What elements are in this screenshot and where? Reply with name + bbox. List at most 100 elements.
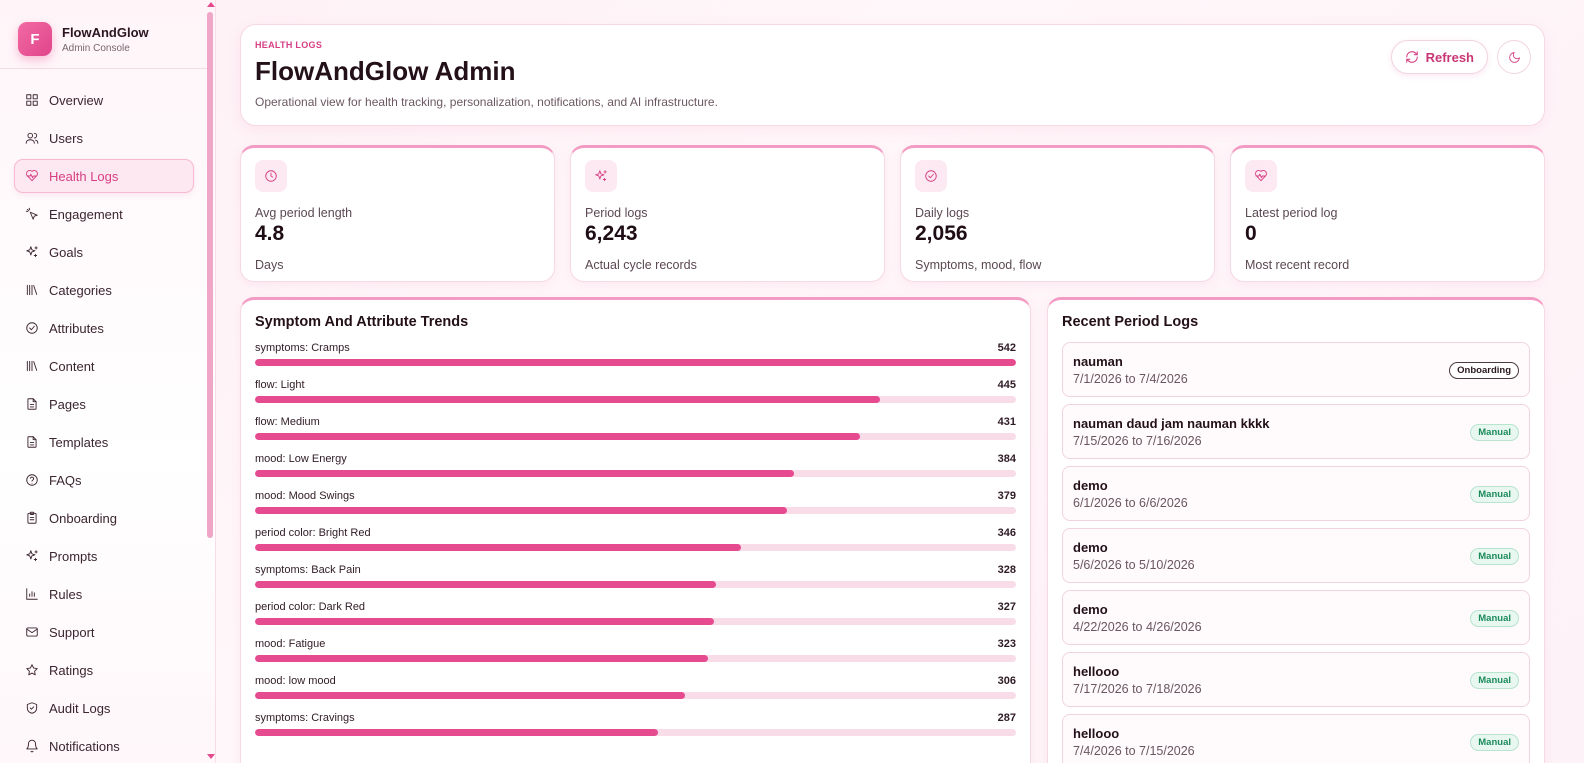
trend-row: period color: Bright Red 346 xyxy=(255,527,1016,564)
trend-label: symptoms: Back Pain xyxy=(255,564,361,576)
stat-label: Latest period log xyxy=(1245,206,1338,220)
log-item[interactable]: nauman 7/1/2026 to 7/4/2026 Onboarding xyxy=(1062,342,1530,397)
trend-count: 431 xyxy=(997,416,1016,428)
shield-icon xyxy=(26,702,38,714)
brand-logo: F xyxy=(18,22,52,56)
sparkles-icon xyxy=(595,170,607,182)
page-title: FlowAndGlow Admin xyxy=(255,56,516,86)
page-eyebrow: HEALTH LOGS xyxy=(255,40,323,50)
sidebar-item-label: Users xyxy=(49,130,83,146)
sidebar-item-templates[interactable]: Templates xyxy=(14,425,194,459)
sidebar-item-ratings[interactable]: Ratings xyxy=(14,653,194,687)
sidebar-item-label: Categories xyxy=(49,282,112,298)
mail-icon xyxy=(26,627,38,637)
sidebar-item-onboarding[interactable]: Onboarding xyxy=(14,501,194,535)
recent-logs-panel: Recent Period Logs nauman 7/1/2026 to 7/4… xyxy=(1047,297,1545,763)
log-date-range: 5/6/2026 to 5/10/2026 xyxy=(1073,558,1195,572)
log-item[interactable]: demo 5/6/2026 to 5/10/2026 Manual xyxy=(1062,528,1530,583)
stat-value: 4.8 xyxy=(255,222,285,245)
trend-count: 445 xyxy=(997,379,1016,391)
page-header: HEALTH LOGS FlowAndGlow Admin Operationa… xyxy=(240,24,1545,126)
trend-label: mood: Low Energy xyxy=(255,453,347,465)
log-date-range: 7/15/2026 to 7/16/2026 xyxy=(1073,434,1202,448)
library-icon xyxy=(26,284,38,296)
trend-row: flow: Light 445 xyxy=(255,379,1016,416)
trend-bar-fill xyxy=(255,433,861,440)
star-icon xyxy=(26,664,38,676)
log-name: demo xyxy=(1073,478,1108,493)
sidebar-item-categories[interactable]: Categories xyxy=(14,273,194,307)
scroll-up-arrow-icon[interactable] xyxy=(207,2,215,7)
log-item[interactable]: demo 4/22/2026 to 4/26/2026 Manual xyxy=(1062,590,1530,645)
trend-bar-fill xyxy=(255,507,788,514)
refresh-label: Refresh xyxy=(1425,49,1474,65)
bar-chart-icon xyxy=(26,588,38,600)
trend-count: 323 xyxy=(997,638,1016,650)
trend-bar-fill xyxy=(255,655,709,662)
refresh-icon xyxy=(1405,51,1418,63)
log-item[interactable]: nauman daud jam nauman kkkk 7/15/2026 to … xyxy=(1062,404,1530,459)
trend-bar-fill xyxy=(255,470,795,477)
check-circle-icon xyxy=(26,322,38,334)
trend-label: period color: Dark Red xyxy=(255,601,366,613)
sparkles-icon xyxy=(26,246,38,258)
sidebar-item-label: Ratings xyxy=(49,662,94,678)
clock-icon xyxy=(265,170,277,182)
sidebar-scrollbar[interactable] xyxy=(206,0,215,763)
stat-note: Symptoms, mood, flow xyxy=(915,258,1042,272)
trend-count: 379 xyxy=(997,490,1016,502)
sidebar-item-support[interactable]: Support xyxy=(14,615,194,649)
trends-panel: Symptom And Attribute Trends symptoms: C… xyxy=(240,297,1031,763)
log-item[interactable]: hellooo 7/4/2026 to 7/15/2026 Manual xyxy=(1062,714,1530,763)
trend-bar-track xyxy=(255,470,1016,477)
sidebar-item-overview[interactable]: Overview xyxy=(14,83,194,117)
log-name: demo xyxy=(1073,602,1108,617)
source-badge: Manual xyxy=(1470,734,1519,751)
trend-bar-fill xyxy=(255,359,1016,366)
sidebar-item-pages[interactable]: Pages xyxy=(14,387,194,421)
moon-icon xyxy=(1508,51,1520,63)
sidebar-item-users[interactable]: Users xyxy=(14,121,194,155)
sidebar-item-label: FAQs xyxy=(49,472,82,488)
trend-row: mood: Low Energy 384 xyxy=(255,453,1016,490)
sidebar-item-health-logs[interactable]: Health Logs xyxy=(14,159,194,193)
source-badge: Manual xyxy=(1470,424,1519,441)
file-icon xyxy=(27,398,37,410)
trend-bar-track xyxy=(255,581,1016,588)
sidebar-item-engagement[interactable]: Engagement xyxy=(14,197,194,231)
sidebar-item-content[interactable]: Content xyxy=(14,349,194,383)
refresh-button[interactable]: Refresh xyxy=(1390,40,1488,74)
brand-name: FlowAndGlow xyxy=(62,24,149,40)
pointer-icon xyxy=(25,207,38,220)
sidebar-item-attributes[interactable]: Attributes xyxy=(14,311,194,345)
sidebar-item-faqs[interactable]: FAQs xyxy=(14,463,194,497)
trend-bar-track xyxy=(255,655,1016,662)
sidebar-item-label: Prompts xyxy=(49,548,98,564)
stat-icon-box xyxy=(255,160,287,192)
sidebar-item-prompts[interactable]: Prompts xyxy=(14,539,194,573)
sidebar-item-label: Attributes xyxy=(49,320,104,336)
theme-toggle-button[interactable] xyxy=(1497,40,1531,74)
check-circle-icon xyxy=(925,170,937,182)
sidebar-item-audit-logs[interactable]: Audit Logs xyxy=(14,691,194,725)
brand[interactable]: F FlowAndGlow Admin Console xyxy=(0,0,207,69)
log-item[interactable]: hellooo 7/17/2026 to 7/18/2026 Manual xyxy=(1062,652,1530,707)
scroll-down-arrow-icon[interactable] xyxy=(207,754,215,759)
sidebar-item-goals[interactable]: Goals xyxy=(14,235,194,269)
sidebar-item-rules[interactable]: Rules xyxy=(14,577,194,611)
sidebar-item-notifications[interactable]: Notifications xyxy=(14,729,194,763)
log-name: nauman xyxy=(1073,354,1123,369)
stat-card: Latest period log 0 Most recent record xyxy=(1230,145,1545,282)
log-item[interactable]: demo 6/1/2026 to 6/6/2026 Manual xyxy=(1062,466,1530,521)
stat-value: 6,243 xyxy=(585,222,638,245)
trend-label: period color: Bright Red xyxy=(255,527,371,539)
trend-bar-track xyxy=(255,692,1016,699)
scroll-thumb[interactable] xyxy=(207,12,213,538)
log-date-range: 4/22/2026 to 4/26/2026 xyxy=(1073,620,1202,634)
stat-value: 0 xyxy=(1245,222,1257,245)
sidebar-item-label: Engagement xyxy=(49,206,123,222)
trend-list: symptoms: Cramps 542 flow: Light 445 flow: M… xyxy=(255,342,1016,749)
trend-row: period color: Dark Red 327 xyxy=(255,601,1016,638)
trend-bar-fill xyxy=(255,544,741,551)
stat-note: Days xyxy=(255,258,284,272)
